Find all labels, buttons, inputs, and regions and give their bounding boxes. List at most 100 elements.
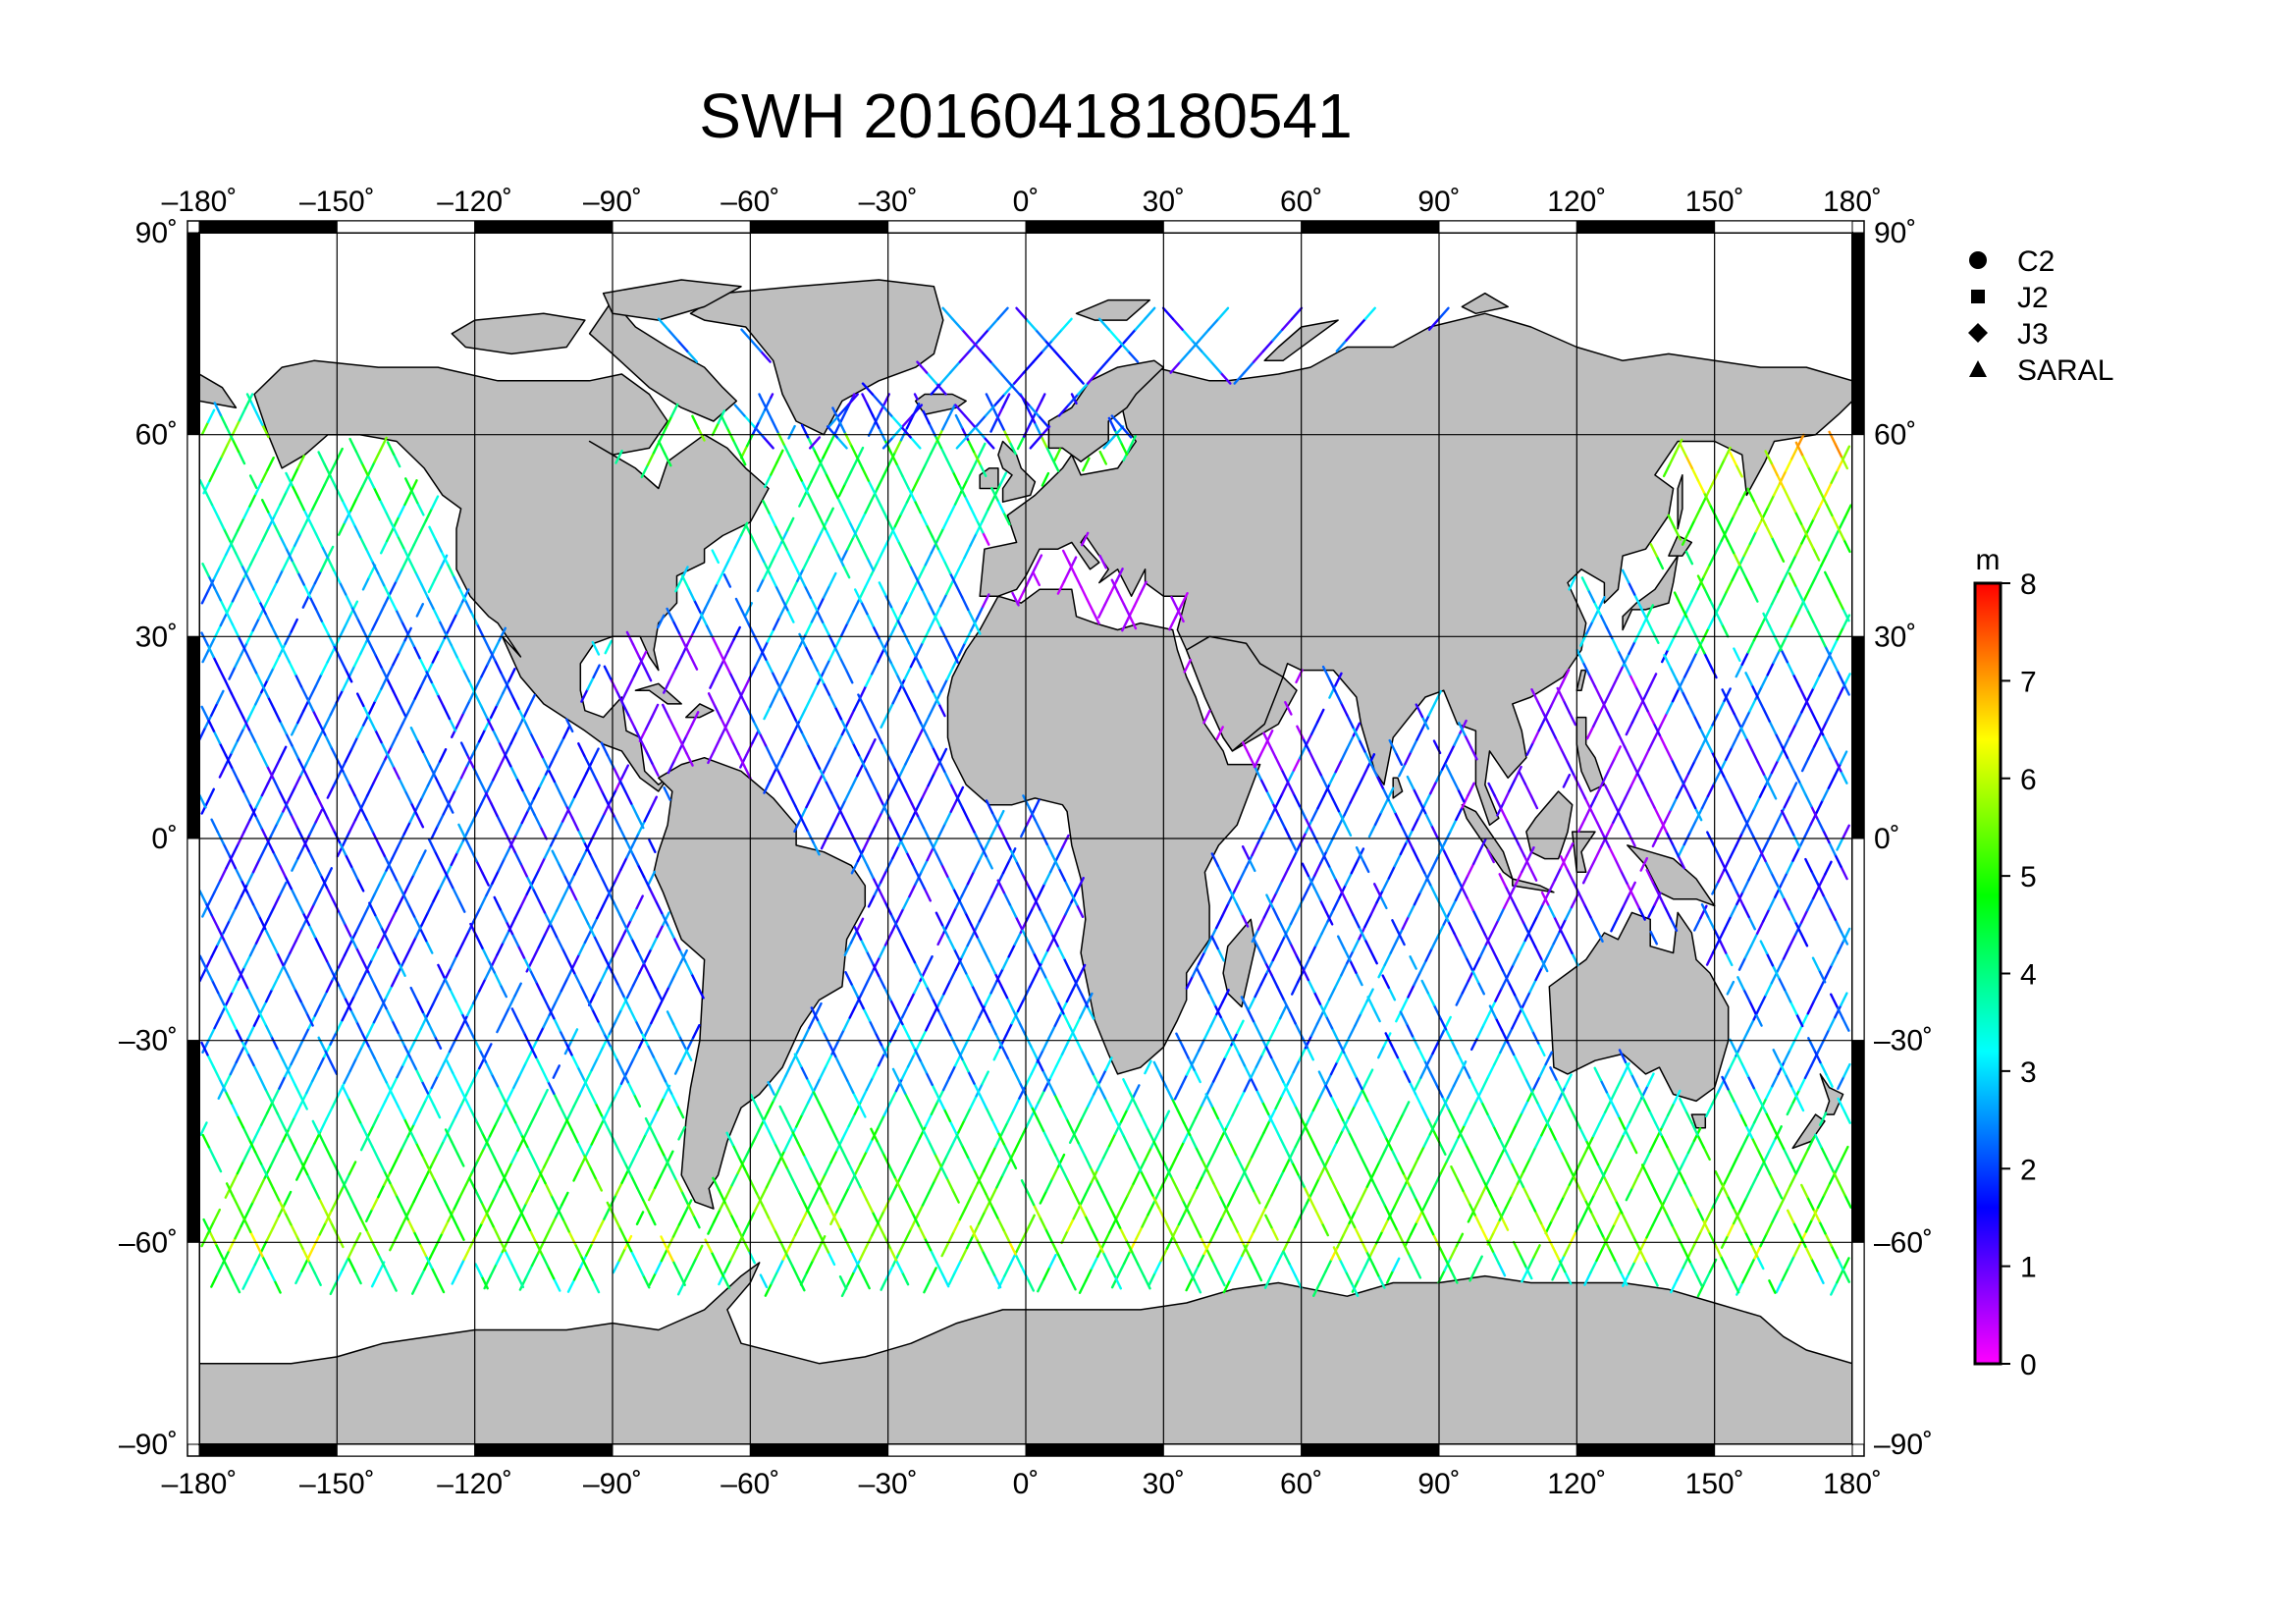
track-segment (1274, 1095, 1283, 1110)
track-segment (210, 503, 220, 518)
track-segment (1260, 1041, 1270, 1056)
track-segment (208, 467, 217, 483)
lat-tick-label-left: –30˚ (119, 1025, 178, 1057)
track-segment (668, 667, 677, 682)
track-segment (479, 893, 488, 909)
track-segment (275, 568, 285, 584)
track-segment (231, 622, 240, 638)
track-segment (1565, 867, 1575, 883)
track-segment (1671, 687, 1681, 703)
frame-segment (474, 220, 614, 234)
track-segment (1398, 762, 1407, 778)
track-segment (266, 1174, 275, 1190)
track-segment (408, 1055, 417, 1071)
track-segment (1522, 921, 1531, 937)
track-segment (887, 451, 897, 466)
track-segment (513, 904, 522, 920)
track-segment (541, 756, 550, 771)
track-segment (1755, 920, 1765, 935)
track-segment (1263, 1044, 1273, 1059)
track-segment (654, 1174, 663, 1190)
track-segment (1360, 1155, 1368, 1170)
track-segment (1082, 457, 1091, 472)
track-segment (775, 768, 785, 784)
track-segment (731, 1143, 740, 1159)
track-segment (1607, 1222, 1616, 1238)
track-segment (1532, 1244, 1541, 1259)
track-segment (229, 1015, 238, 1031)
track-segment (1036, 1056, 1044, 1072)
track-segment (1758, 1099, 1768, 1114)
track-segment (1327, 677, 1337, 692)
track-segment (1311, 1177, 1320, 1193)
track-segment (1805, 534, 1815, 550)
track-segment (377, 604, 386, 620)
track-segment (1523, 1265, 1533, 1280)
track-segment (1581, 869, 1591, 885)
track-segment (1812, 675, 1821, 689)
track-segment (380, 926, 389, 941)
track-segment (507, 1226, 516, 1241)
track-segment (258, 1000, 268, 1015)
track-segment (859, 1246, 868, 1262)
track-segment (784, 591, 793, 607)
track-segment (436, 813, 445, 828)
track-segment (1824, 481, 1833, 497)
track-segment (1292, 757, 1302, 772)
track-segment (515, 777, 524, 792)
track-segment (424, 507, 434, 522)
track-segment (234, 894, 243, 910)
track-segment (961, 806, 970, 822)
track-segment (228, 854, 238, 870)
track-segment (1623, 1127, 1632, 1143)
track-segment (1047, 1141, 1057, 1157)
track-segment (985, 393, 993, 407)
track-segment (988, 1020, 997, 1036)
track-segment (426, 1165, 436, 1181)
track-segment (1675, 784, 1684, 799)
track-segment (803, 584, 813, 600)
track-segment (1107, 416, 1117, 432)
track-segment (374, 687, 383, 703)
track-segment (540, 1253, 550, 1269)
track-segment (352, 1109, 362, 1124)
track-segment (1822, 1181, 1832, 1197)
track-segment (711, 421, 721, 437)
track-segment (878, 581, 887, 596)
track-segment (397, 1031, 405, 1047)
track-segment (600, 741, 610, 757)
track-segment (392, 949, 400, 965)
track-segment (1762, 773, 1772, 788)
track-segment (1151, 1194, 1160, 1210)
track-segment (1298, 1047, 1308, 1061)
track-segment (1364, 1068, 1374, 1084)
track-segment (1809, 709, 1819, 725)
track-segment (867, 422, 877, 437)
track-segment (647, 870, 656, 886)
track-segment (1562, 699, 1572, 714)
track-segment (463, 1095, 472, 1110)
track-segment (1302, 737, 1310, 752)
track-segment (749, 1093, 759, 1109)
track-segment (329, 701, 339, 716)
track-segment (896, 540, 906, 555)
track-segment (608, 880, 616, 895)
track-segment (1001, 955, 1010, 970)
track-segment (1175, 1032, 1184, 1048)
track-segment (1494, 1016, 1504, 1032)
track-segment (734, 683, 743, 699)
track-segment (494, 659, 503, 675)
track-segment (260, 683, 270, 699)
track-segment (1663, 654, 1672, 669)
track-segment (1222, 877, 1232, 892)
track-segment (228, 907, 238, 922)
track-segment (1381, 1217, 1390, 1233)
track-segment (768, 553, 777, 568)
track-segment (526, 1145, 535, 1161)
track-segment (352, 523, 362, 539)
track-segment (509, 730, 518, 745)
track-segment (1620, 870, 1629, 885)
track-segment (720, 414, 729, 430)
track-segment (412, 1230, 421, 1245)
track-segment (857, 693, 866, 709)
